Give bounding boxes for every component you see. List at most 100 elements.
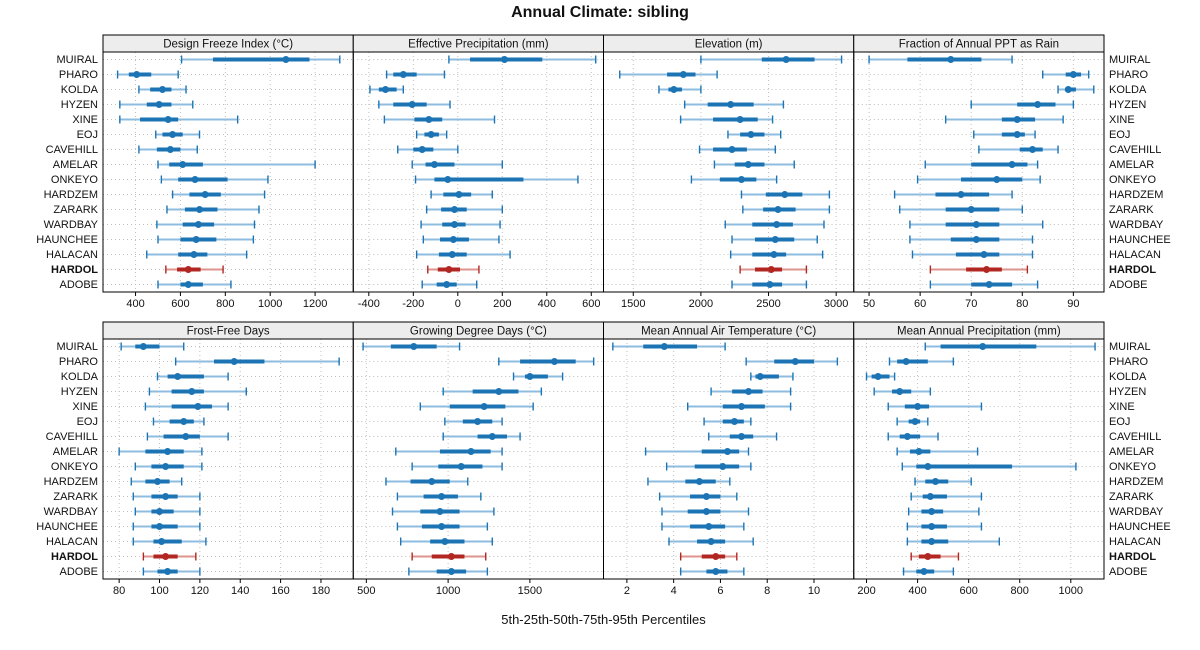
site-label-onkeyo: ONKEYO	[51, 174, 99, 186]
median-dot	[196, 206, 204, 213]
x-tick-label: 160	[271, 585, 289, 597]
percentile-row-adobe	[157, 280, 232, 289]
x-tick-label: 8	[764, 585, 770, 597]
percentile-row-xine	[686, 402, 792, 411]
site-label-haunchee: HAUNCHEE	[1109, 234, 1171, 246]
percentile-row-cavehill	[708, 432, 778, 441]
panel-effective-precipitation-mm: Effective Precipitation (mm) -400 -200 0 200…	[352, 34, 604, 310]
percentile-row-wardbay	[661, 507, 750, 516]
panel-border	[603, 338, 855, 580]
x-tick-label: 1000	[436, 585, 460, 597]
x-tick-label: 100	[150, 585, 168, 597]
percentile-row-onkeyo	[690, 175, 778, 184]
percentile-row-cavehill	[146, 432, 229, 441]
median-dot	[139, 343, 147, 350]
x-tick-label: 0	[455, 298, 461, 310]
site-label-zarark: ZARARK	[53, 491, 98, 503]
site-label-zarark: ZARARK	[1109, 491, 1154, 503]
median-dot	[770, 251, 778, 258]
percentile-row-zarark	[658, 492, 738, 501]
site-label-cavehill: CAVEHILL	[1109, 144, 1161, 156]
site-label-eoj: EOJ	[77, 129, 98, 141]
percentile-row-eoj	[727, 130, 782, 139]
panel-mean-annual-air-temperature-c: Mean Annual Air Temperature (°C) 2 4 6 8 10	[603, 321, 855, 597]
site-label-eoj: EOJ	[1109, 416, 1130, 428]
percentile-row-kolda	[658, 85, 702, 94]
median-dot	[457, 463, 465, 470]
site-label-muiral: MUIRAL	[56, 341, 98, 353]
median-dot	[399, 71, 407, 78]
median-dot	[448, 251, 456, 258]
median-dot	[190, 251, 198, 258]
site-label-wardbay: WARDBAY	[44, 506, 99, 518]
x-tick-label: 600	[582, 298, 600, 310]
median-dot	[162, 493, 170, 500]
percentile-row-cavehill	[887, 432, 939, 441]
median-dot	[745, 388, 753, 395]
x-tick-label: 3000	[824, 298, 848, 310]
percentile-row-hyzen	[148, 387, 247, 396]
site-label-xine: XINE	[72, 401, 98, 413]
percentile-row-xine	[419, 402, 534, 411]
percentile-row-onkeyo	[134, 462, 203, 471]
site-label-kolda: KOLDA	[61, 371, 99, 383]
percentile-row-pharo	[888, 357, 955, 366]
site-label-halacan: HALACAN	[46, 536, 98, 548]
percentile-row-cavehill	[978, 145, 1059, 154]
site-label-hardzem: HARDZEM	[1109, 189, 1163, 201]
percentile-row-haunchee	[157, 235, 255, 244]
percentile-row-hardol	[679, 552, 738, 561]
percentile-row-cavehill	[442, 432, 521, 441]
median-dot	[702, 508, 710, 515]
percentile-row-zarark	[396, 492, 482, 501]
median-dot	[1013, 131, 1021, 138]
median-dot	[158, 86, 166, 93]
median-dot	[194, 221, 202, 228]
percentile-row-haunchee	[132, 522, 201, 531]
strip-title: Growing Degree Days (°C)	[410, 326, 547, 338]
site-label-xine: XINE	[1109, 114, 1135, 126]
percentile-row-muiral	[924, 342, 1096, 351]
median-dot	[194, 403, 202, 410]
percentile-row-zarark	[899, 205, 1023, 214]
site-label-hardzem: HARDZEM	[1109, 476, 1163, 488]
site-label-halacan: HALACAN	[1109, 536, 1161, 548]
percentile-row-pharo	[174, 357, 340, 366]
median-dot	[920, 568, 928, 575]
median-dot	[428, 478, 436, 485]
median-dot	[723, 448, 731, 455]
site-label-muiral: MUIRAL	[56, 54, 98, 66]
percentile-row-amelar	[157, 160, 316, 169]
site-label-hardzem: HARDZEM	[44, 476, 98, 488]
site-label-amelar: AMELAR	[1109, 446, 1154, 458]
x-tick-label: 600	[171, 298, 189, 310]
percentile-row-adobe	[929, 280, 1039, 289]
percentile-row-wardbay	[909, 220, 1044, 229]
median-dot	[230, 358, 238, 365]
site-label-kolda: KOLDA	[61, 84, 99, 96]
percentile-row-kolda	[1057, 85, 1095, 94]
site-label-halacan: HALACAN	[1109, 249, 1161, 261]
median-dot	[133, 71, 141, 78]
median-dot	[782, 56, 790, 63]
percentile-row-eoj	[415, 130, 448, 139]
median-dot	[445, 266, 453, 273]
percentile-row-hardzem	[740, 190, 831, 199]
percentile-row-wardbay	[391, 507, 495, 516]
percentile-row-pharo	[1042, 70, 1090, 79]
percentile-row-pharo	[619, 70, 718, 79]
x-tick-label: 70	[965, 298, 977, 310]
median-dot	[928, 508, 936, 515]
median-dot	[967, 206, 975, 213]
site-label-amelar: AMELAR	[53, 159, 98, 171]
median-dot	[201, 191, 209, 198]
site-label-eoj: EOJ	[1109, 129, 1130, 141]
panel-plot-area	[603, 52, 854, 292]
median-dot	[382, 86, 390, 93]
panel-border	[102, 51, 354, 293]
percentile-row-zarark	[742, 205, 831, 214]
median-dot	[488, 433, 496, 440]
x-tick-label: 80	[1016, 298, 1028, 310]
median-dot	[162, 553, 170, 560]
